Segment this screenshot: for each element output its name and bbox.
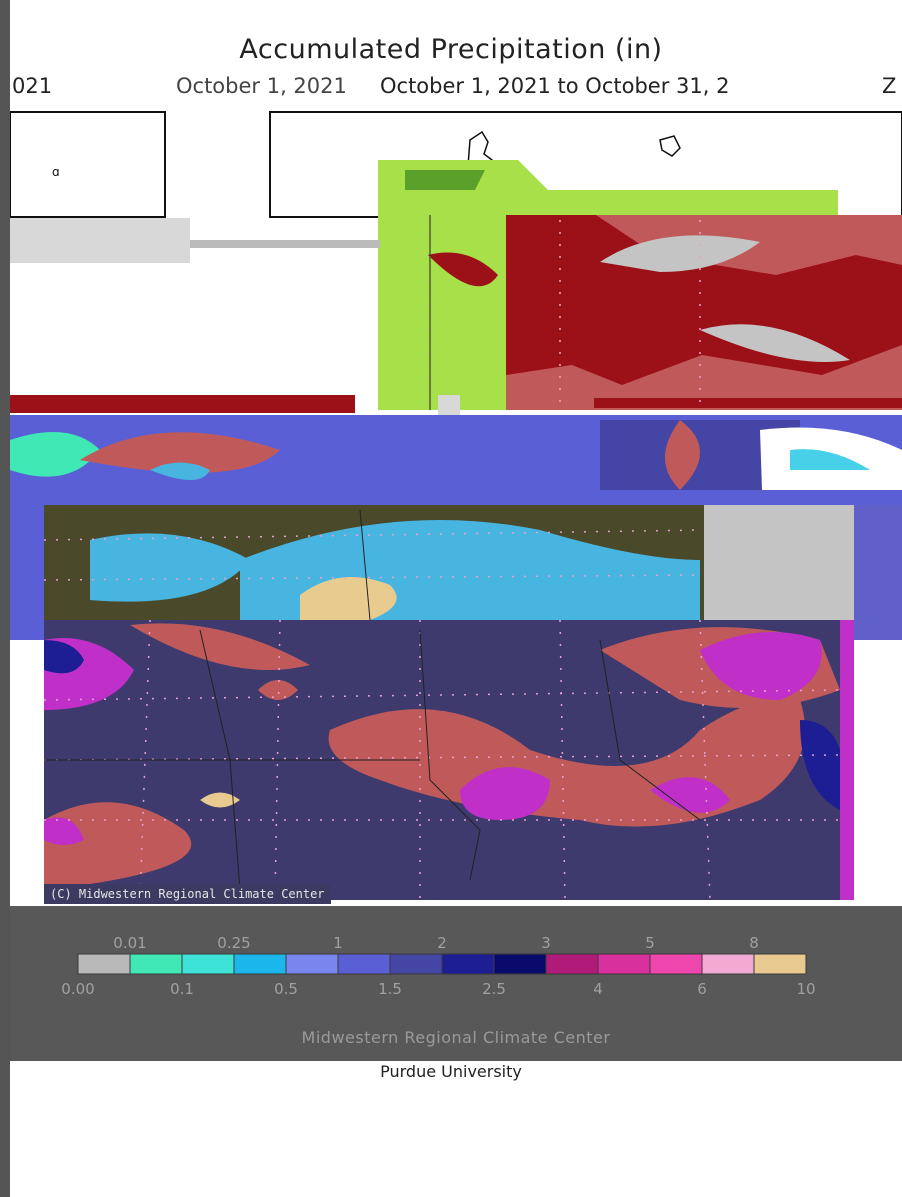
legend-swatch bbox=[77, 953, 131, 975]
legend-swatch bbox=[129, 953, 183, 975]
legend-top-label: 0.01 bbox=[113, 934, 146, 952]
region-lower-sand-spot bbox=[200, 792, 240, 808]
legend-bottom-label: 0.1 bbox=[170, 980, 194, 998]
region-lower-magenta-center bbox=[460, 767, 550, 820]
legend-swatch bbox=[441, 953, 495, 975]
legend-bottom-label: 1.5 bbox=[378, 980, 402, 998]
region-left-edge bbox=[10, 495, 44, 640]
legend-top-label: 5 bbox=[645, 934, 655, 952]
region-sand-center bbox=[300, 577, 397, 620]
legend-swatch bbox=[753, 953, 807, 975]
legend-swatch bbox=[233, 953, 287, 975]
legend-top-label: 0.25 bbox=[217, 934, 250, 952]
lakes-upper bbox=[600, 235, 850, 362]
legend-svg: 0.01 0.25 1 2 3 5 8 0.00 0.1 0.5 1.5 2.5 4 6 10 bbox=[61, 934, 815, 998]
region-lower-magenta-ne bbox=[700, 632, 822, 700]
inset-frame-left bbox=[10, 111, 166, 218]
region-lower-magenta-se bbox=[650, 777, 730, 813]
region-north-green bbox=[378, 160, 838, 220]
lat-lon-grid bbox=[43, 220, 841, 901]
legend-bottom-labels: 0.00 0.1 0.5 1.5 2.5 4 6 10 bbox=[61, 980, 815, 998]
date-range-subtitle: 021 October 1, 2021 October 1, 2021 to O… bbox=[0, 74, 902, 104]
region-hotspot-west bbox=[428, 252, 498, 287]
legend-swatch bbox=[337, 953, 391, 975]
legend-bottom-label: 2.5 bbox=[482, 980, 506, 998]
legend-bottom-label: 4 bbox=[593, 980, 603, 998]
region-lower-right-edge bbox=[840, 620, 854, 900]
subtitle-left-fragment: 021 bbox=[12, 74, 53, 98]
region-middle-purple-right bbox=[600, 420, 800, 490]
subtitle-middle-fragment: October 1, 2021 bbox=[176, 74, 347, 98]
legend-top-labels: 0.01 0.25 1 2 3 5 8 bbox=[113, 934, 758, 952]
legend-top-label: 1 bbox=[333, 934, 343, 952]
legend-bottom-label: 0.5 bbox=[274, 980, 298, 998]
region-lower-navy-nw bbox=[44, 640, 84, 674]
region-right-edge bbox=[854, 505, 902, 640]
legend-top-label: 3 bbox=[541, 934, 551, 952]
region-sky-west bbox=[90, 533, 250, 602]
left-frame-strip bbox=[0, 0, 10, 1197]
subtitle-overlay-fragment: October 1, 2021 to October 31, 2 bbox=[380, 74, 730, 98]
legend-top-label: 8 bbox=[749, 934, 759, 952]
legend-top-label: 2 bbox=[437, 934, 447, 952]
region-lower-magenta-sw bbox=[44, 817, 84, 845]
subtitle-right-fragment: Z bbox=[882, 74, 897, 98]
legend-swatch bbox=[597, 953, 651, 975]
region-north-darkgreen bbox=[405, 170, 485, 190]
region-middle-teal bbox=[10, 432, 100, 477]
region-upper-west-green bbox=[378, 215, 506, 410]
credit-university: Purdue University bbox=[380, 1062, 522, 1081]
precipitation-map-svg: ɑ bbox=[10, 106, 902, 906]
legend-bottom-label: 0.00 bbox=[61, 980, 94, 998]
legend-swatch bbox=[493, 953, 547, 975]
region-lower-navy-east bbox=[800, 720, 840, 810]
region-lower-red-sw bbox=[44, 802, 192, 890]
legend-panel: 0.01 0.25 1 2 3 5 8 0.00 0.1 0.5 1.5 2.5 4 6 10 bbox=[10, 906, 902, 1061]
state-boundaries bbox=[44, 215, 701, 891]
legend-swatch bbox=[389, 953, 443, 975]
legend-swatch bbox=[285, 953, 339, 975]
legend-bottom-label: 10 bbox=[796, 980, 815, 998]
region-lower-red-spot bbox=[258, 680, 298, 700]
region-middle-sky-left bbox=[150, 462, 210, 480]
glitch-band-left bbox=[10, 218, 190, 263]
glitch-band-red-left bbox=[10, 395, 355, 413]
inset-marker: ɑ bbox=[52, 165, 60, 179]
map-title: Accumulated Precipitation (in) bbox=[239, 34, 663, 65]
precipitation-map: ɑ bbox=[10, 106, 902, 906]
region-middle-cyan-right bbox=[790, 449, 870, 470]
glitch-band-red-right bbox=[594, 398, 902, 408]
legend-swatch bbox=[545, 953, 599, 975]
credit-organization: Midwestern Regional Climate Center bbox=[301, 1028, 611, 1047]
legend-swatch bbox=[701, 953, 755, 975]
region-middle-red-left bbox=[80, 432, 280, 473]
region-lower-red-north bbox=[130, 623, 310, 670]
region-middle-red-right bbox=[665, 420, 700, 490]
legend-bottom-label: 6 bbox=[697, 980, 707, 998]
legend-swatch bbox=[181, 953, 235, 975]
copyright-watermark: (C) Midwestern Regional Climate Center bbox=[44, 884, 331, 904]
legend-swatches bbox=[77, 953, 807, 975]
legend-swatch bbox=[649, 953, 703, 975]
region-gray-right bbox=[704, 505, 854, 620]
glitch-line-left bbox=[190, 240, 380, 248]
